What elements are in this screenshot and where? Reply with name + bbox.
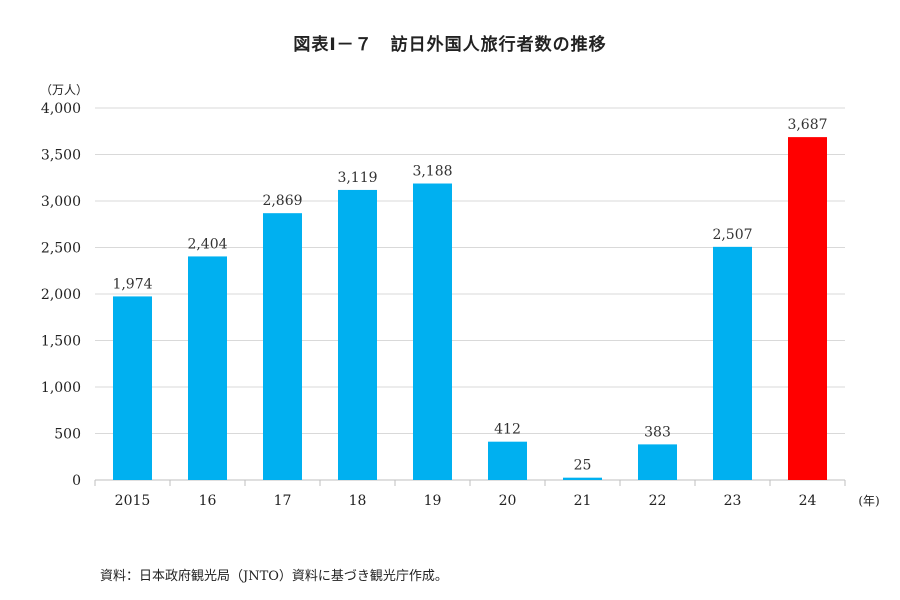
x-tick-label: 23	[724, 493, 742, 509]
bar	[413, 183, 452, 481]
x-tick-label: 21	[574, 493, 592, 509]
bar-value-label: 1,974	[112, 276, 152, 292]
y-tick-label: 1,500	[41, 334, 81, 350]
chart-title: 図表Ⅰ－７ 訪日外国人旅行者数の推移	[293, 35, 607, 55]
bar-value-label: 3,119	[337, 170, 377, 186]
y-tick-label: 4,000	[41, 101, 81, 117]
bar	[638, 444, 677, 480]
source-note: 資料：日本政府観光局（JNTO）資料に基づき観光庁作成。	[100, 569, 448, 584]
x-tick-label: 16	[199, 493, 217, 509]
x-tick-label: 19	[424, 493, 442, 509]
x-tick-label: 2015	[115, 493, 151, 509]
y-tick-label: 2,500	[41, 241, 81, 257]
y-tick-label: 1,000	[41, 380, 81, 396]
bar	[113, 296, 152, 480]
y-axis-unit-label: （万人）	[40, 83, 89, 97]
bar-value-label: 3,687	[787, 117, 827, 133]
bar	[788, 137, 827, 480]
bar-value-label: 383	[644, 424, 671, 440]
bar	[188, 256, 227, 480]
x-tick-label: 20	[499, 493, 517, 509]
y-tick-label: 3,000	[41, 194, 81, 210]
x-tick-label: 24	[799, 493, 817, 509]
x-tick-label: 22	[649, 493, 667, 509]
y-tick-label: 3,500	[41, 148, 81, 164]
x-axis-unit-label: (年)	[858, 494, 879, 508]
bar-value-label: 2,507	[712, 227, 752, 243]
bar	[338, 189, 377, 481]
bar-value-label: 25	[574, 458, 592, 474]
x-tick-label: 18	[349, 493, 367, 509]
y-tick-label: 0	[72, 473, 81, 489]
bar	[263, 213, 302, 481]
bar-value-label: 3,188	[412, 164, 452, 180]
bar	[488, 441, 527, 480]
bar	[713, 246, 752, 480]
bar-value-label: 2,404	[187, 236, 227, 252]
bar	[563, 477, 602, 480]
y-tick-label: 2,000	[41, 287, 81, 303]
x-tick-label: 17	[274, 493, 292, 509]
bar-value-label: 412	[494, 422, 521, 438]
y-tick-label: 500	[54, 427, 81, 443]
bar-value-label: 2,869	[262, 193, 302, 209]
